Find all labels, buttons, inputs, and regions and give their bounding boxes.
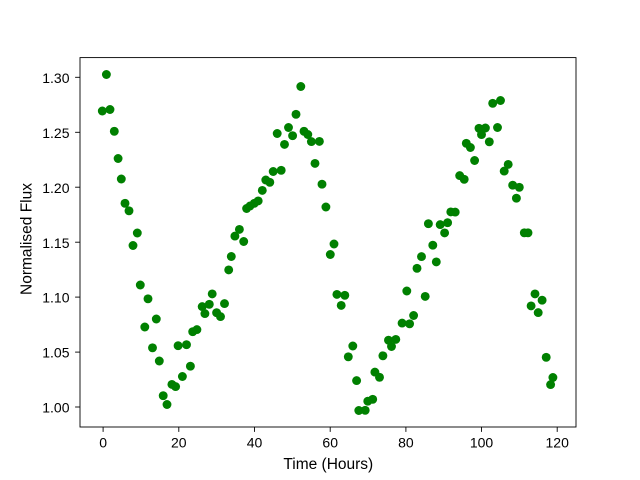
- svg-text:1.15: 1.15: [42, 235, 69, 251]
- svg-text:Time (Hours): Time (Hours): [283, 456, 373, 473]
- svg-text:20: 20: [171, 435, 187, 451]
- svg-text:1.10: 1.10: [42, 290, 69, 306]
- svg-text:1.00: 1.00: [42, 400, 69, 416]
- svg-text:40: 40: [247, 435, 263, 451]
- svg-text:1.30: 1.30: [42, 70, 69, 86]
- svg-text:1.05: 1.05: [42, 345, 69, 361]
- svg-text:0: 0: [99, 435, 107, 451]
- svg-text:120: 120: [546, 435, 570, 451]
- svg-text:1.20: 1.20: [42, 180, 69, 196]
- svg-text:80: 80: [398, 435, 414, 451]
- svg-text:100: 100: [470, 435, 494, 451]
- svg-text:Normalised Flux: Normalised Flux: [18, 183, 35, 295]
- svg-text:1.25: 1.25: [42, 125, 69, 141]
- svg-text:60: 60: [322, 435, 338, 451]
